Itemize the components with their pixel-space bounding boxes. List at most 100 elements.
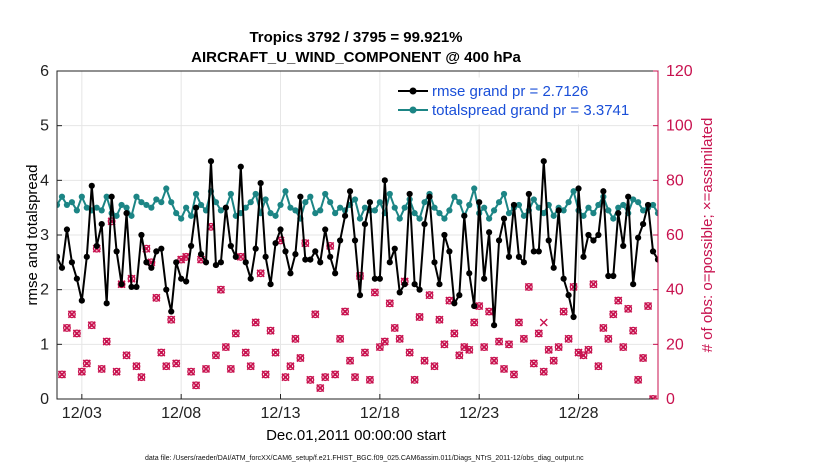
obs-point-fill: [144, 247, 149, 251]
obs-point-fill: [323, 375, 327, 379]
totalspread-point: [192, 190, 200, 198]
rmse-point: [93, 242, 100, 250]
rmse-point: [406, 190, 413, 198]
rmse-point: [287, 270, 294, 277]
rmse-point: [446, 248, 453, 255]
rmse-point: [774, 259, 780, 265]
obs-possible-point: [67, 310, 76, 319]
totalspread-point: [804, 199, 810, 205]
rmse-point: [416, 286, 423, 293]
obs-possible-point: [450, 329, 459, 338]
rmse-point: [73, 275, 80, 282]
totalspread-point: [173, 210, 180, 217]
rmse-point: [58, 264, 66, 271]
rmse-point: [575, 185, 582, 192]
rmse-point: [262, 253, 269, 260]
rmse-point: [341, 212, 349, 219]
obs-possible-point: [539, 367, 548, 376]
totalspread-point: [371, 207, 378, 214]
y-right-tick-label: 20: [666, 336, 684, 353]
obs-possible-point: [97, 364, 106, 373]
y-axis-right-label: # of obs: o=possible; ×=assimilated: [699, 118, 716, 353]
obs-possible-point: [62, 323, 71, 332]
totalspread-point: [227, 190, 234, 198]
obs-point-fill: [447, 299, 451, 303]
obs-point-fill: [194, 383, 198, 387]
rmse-point: [257, 179, 264, 187]
obs-possible-point: [480, 343, 489, 352]
obs-possible-point: [286, 362, 295, 371]
obs-possible-point: [251, 318, 260, 327]
obs-possible-point: [112, 367, 121, 376]
totalspread-point: [769, 205, 775, 211]
rmse-point: [68, 259, 76, 266]
obs-possible-point: [102, 337, 111, 346]
totalspread-point: [789, 205, 795, 211]
obs-point-fill: [422, 359, 427, 363]
totalspread-point: [327, 199, 334, 206]
obs-possible-point: [281, 373, 290, 382]
y-tick-label: 6: [40, 63, 49, 80]
obs-point-fill: [601, 326, 605, 330]
rmse-point: [515, 253, 523, 260]
totalspread-line: [57, 185, 658, 222]
obs-point-fill: [532, 361, 536, 366]
rmse-point: [297, 193, 304, 200]
totalspread-point: [411, 210, 418, 217]
rmse-point: [396, 289, 403, 296]
totalspread-point: [58, 193, 66, 200]
obs-possible-point: [415, 313, 424, 321]
totalspread-point: [595, 201, 602, 209]
totalspread-point: [356, 215, 364, 222]
totalspread-point: [654, 210, 658, 217]
obs-point-fill: [229, 367, 233, 371]
rmse-point: [118, 281, 125, 288]
obs-possible-point: [341, 307, 350, 316]
obs-possible-point: [385, 299, 394, 308]
totalspread-point: [57, 201, 61, 209]
totalspread-point: [396, 215, 403, 222]
rmse-point: [272, 240, 279, 247]
obs-possible-point: [604, 334, 613, 343]
rmse-point: [426, 193, 433, 200]
obs-possible-point: [72, 329, 81, 338]
obs-possible-point: [187, 367, 196, 376]
obs-possible-point: [589, 280, 598, 289]
rmse-point: [580, 253, 587, 260]
rmse-point: [252, 245, 259, 252]
totalspread-point: [441, 215, 448, 222]
y-tick-label: 4: [40, 172, 49, 189]
obs-possible-point: [410, 375, 419, 384]
obs-possible-point: [614, 296, 623, 305]
obs-point-fill: [60, 372, 64, 376]
obs-point-fill: [70, 312, 74, 316]
obs-possible-point: [291, 334, 300, 343]
totalspread-point: [724, 205, 730, 211]
obs-possible-point: [162, 362, 171, 371]
obs-possible-point: [336, 334, 345, 343]
obs-point-fill: [90, 323, 94, 327]
obs-point-fill: [616, 299, 620, 303]
obs-point-fill: [234, 331, 238, 335]
y-tick-label: 1: [40, 336, 49, 353]
obs-point-fill: [283, 375, 288, 379]
legend-label-spread: totalspread grand pr = 3.3741: [432, 102, 629, 119]
rmse-point: [456, 292, 463, 299]
obs-possible-point: [256, 269, 265, 278]
totalspread-point: [451, 193, 458, 200]
rmse-point: [451, 300, 458, 307]
obs-point-fill: [268, 329, 273, 333]
rmse-point: [431, 259, 438, 266]
obs-possible-point: [495, 337, 504, 346]
totalspread-point: [148, 204, 155, 211]
totalspread-point: [670, 207, 676, 213]
rmse-point: [267, 281, 274, 288]
totalspread-point: [158, 199, 165, 206]
obs-point-fill: [492, 359, 496, 363]
totalspread-point: [197, 201, 205, 209]
rmse-point: [461, 212, 468, 219]
rmse-point: [819, 237, 825, 243]
x-tick-label: 12/23: [459, 405, 499, 422]
totalspread-point: [73, 207, 80, 214]
